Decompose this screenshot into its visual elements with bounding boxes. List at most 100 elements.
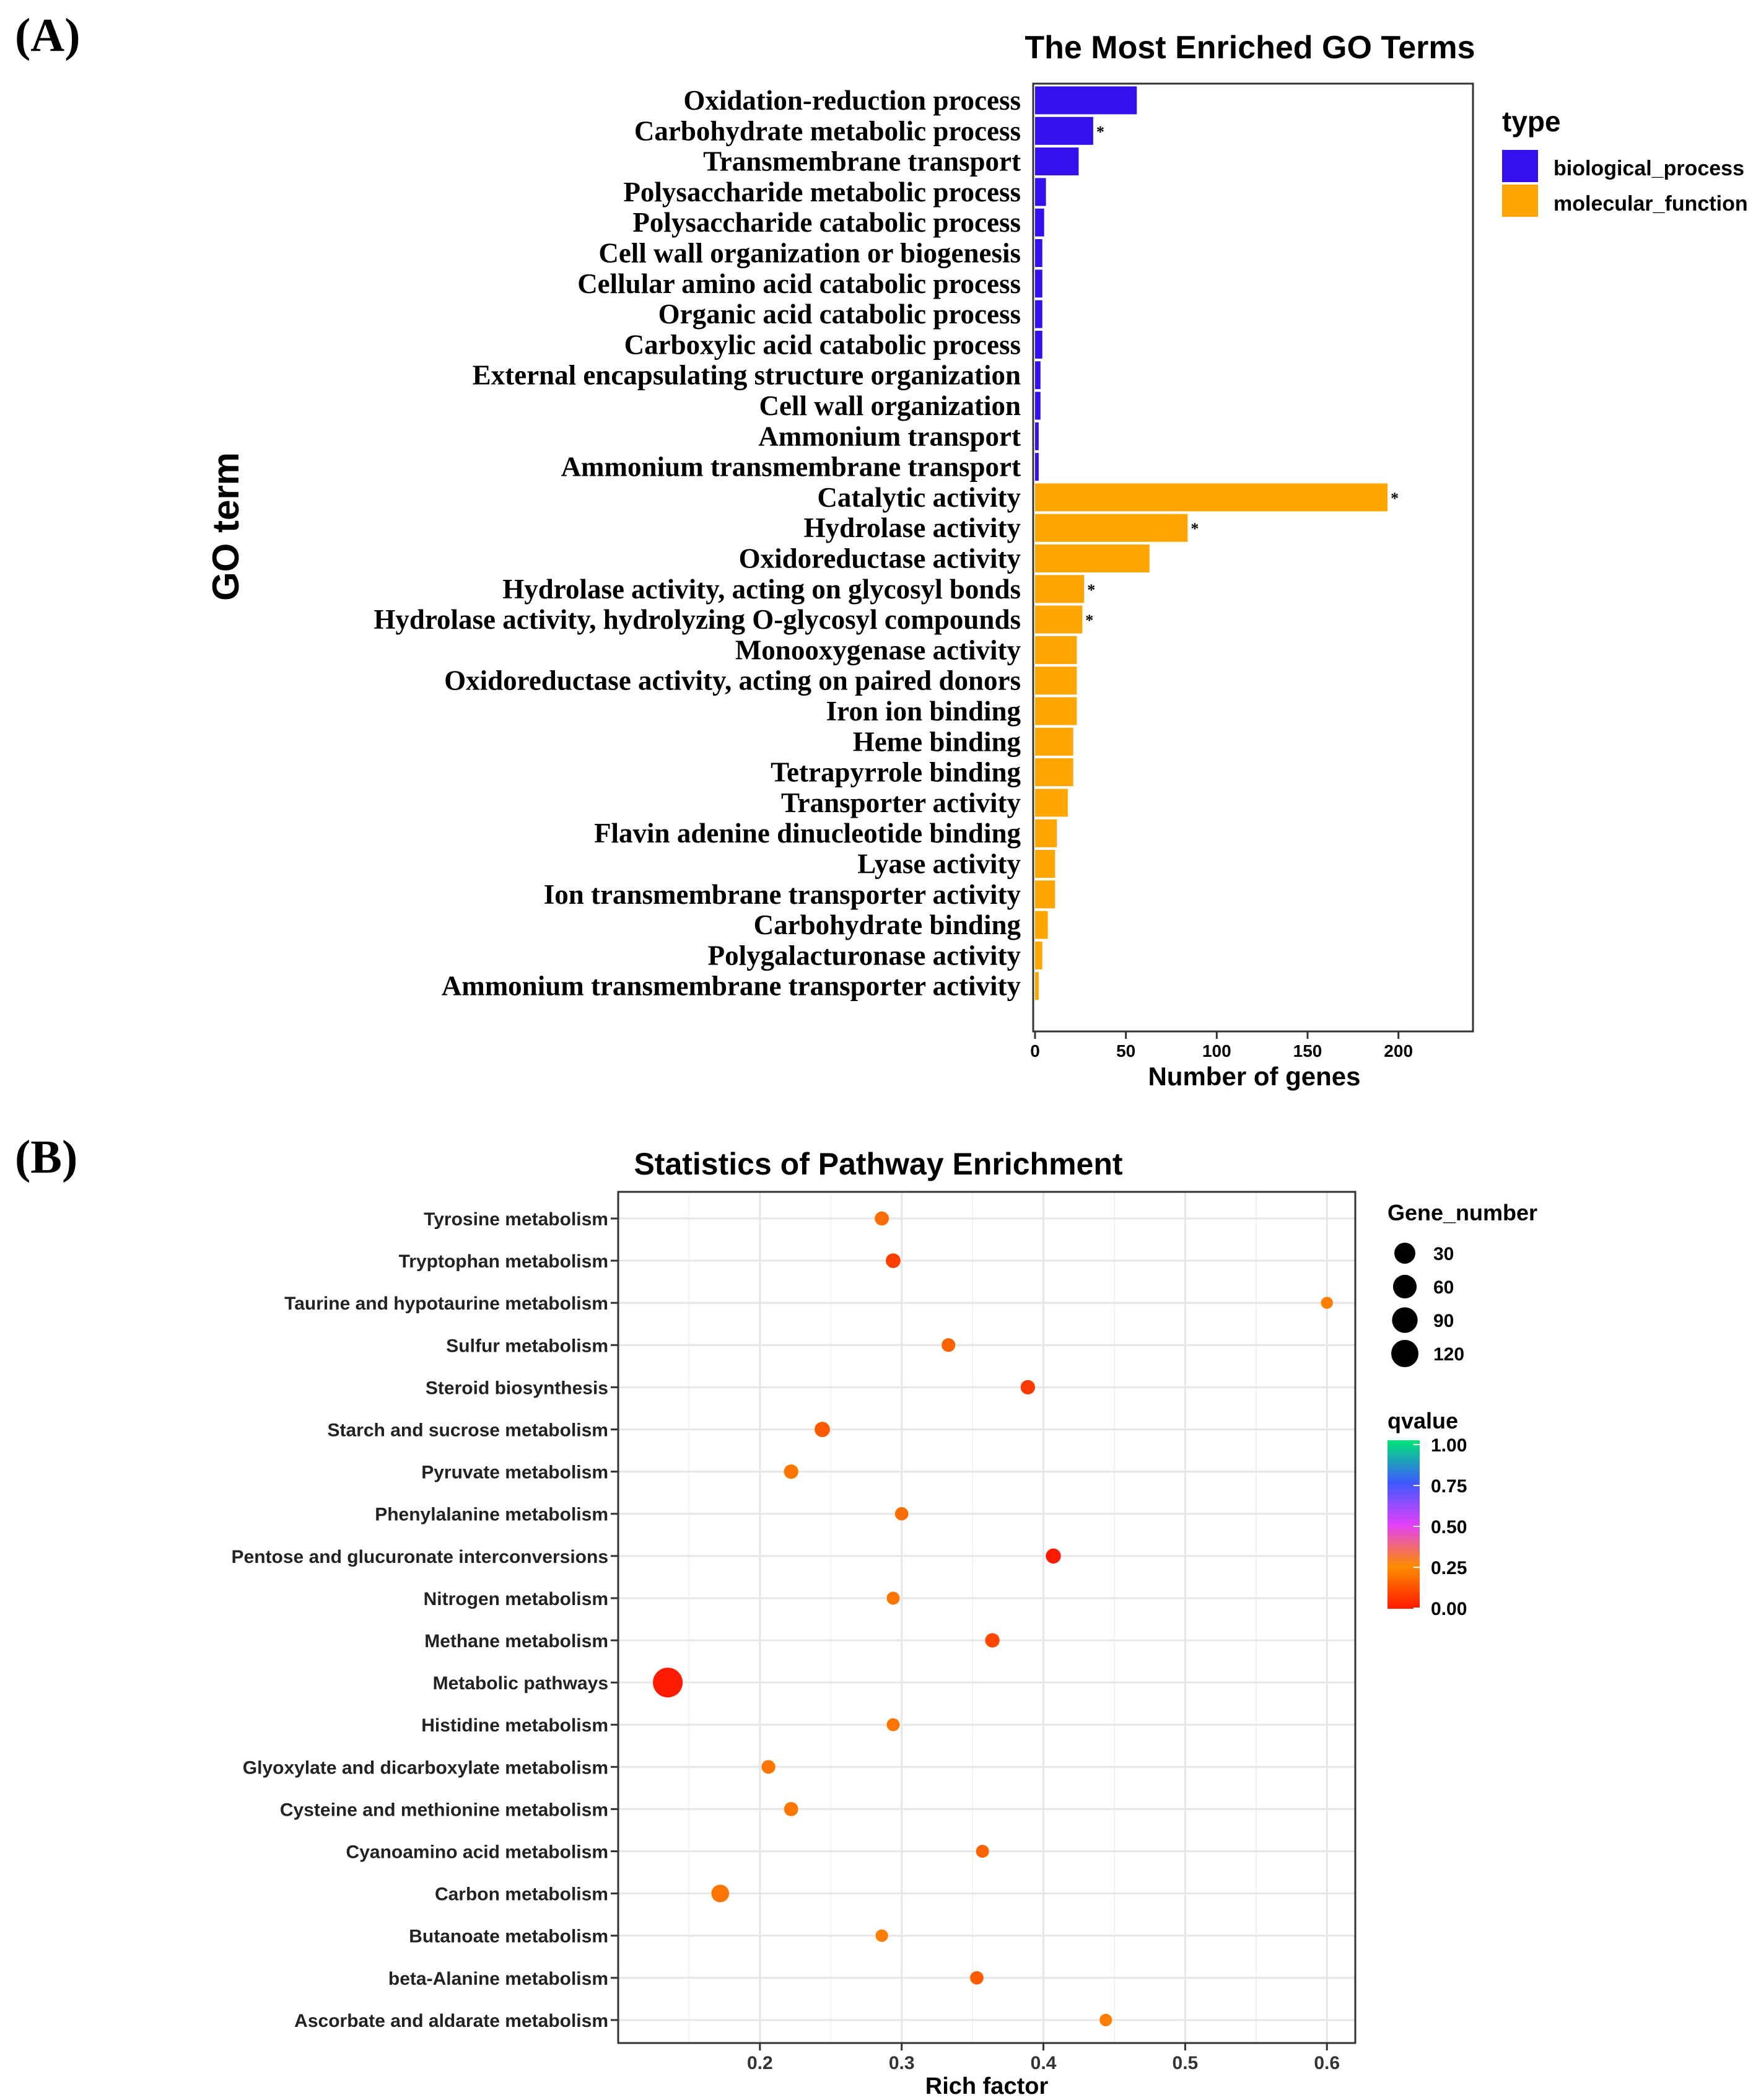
go-legend: type biological_process molecular_functi…: [1502, 105, 1748, 217]
pathway-label: Nitrogen metabolism: [424, 1589, 608, 1609]
legend-label-molecular-function: molecular_function: [1553, 192, 1748, 216]
go-term-label: Heme binding: [853, 726, 1021, 757]
bar-cell-wall-organization: [1035, 392, 1041, 420]
pathway-x-tick-label: 0.5: [1173, 2053, 1199, 2073]
bar-monooxygenase-activity: [1035, 636, 1077, 664]
go-term-label: Ammonium transmembrane transporter activ…: [442, 971, 1021, 1002]
legend-label-biological-process: biological_process: [1553, 157, 1744, 180]
qvalue-legend: qvalue 1.00 0.75 0.50 0.25 0.00: [1387, 1408, 1467, 1619]
pathway-label: Phenylalanine metabolism: [375, 1505, 608, 1525]
dot-metabolic-pathways: [653, 1668, 683, 1698]
pathway-x-tick-label: 0.4: [1031, 2053, 1057, 2073]
pathway-label: Steroid biosynthesis: [426, 1378, 608, 1398]
go-term-label: Monooxygenase activity: [735, 634, 1021, 665]
go-term-label: Carbohydrate binding: [754, 909, 1021, 940]
dot-butanoate-metabolism: [875, 1929, 888, 1942]
legend-swatch-molecular-function: [1502, 185, 1538, 217]
panel-a-label: (A): [15, 9, 81, 61]
bar-hydrolase-activity: [1035, 514, 1188, 542]
bar-polygalacturonase-activity: [1035, 941, 1042, 969]
pathway-x-tick-label: 0.6: [1314, 2053, 1340, 2073]
colorbar-tick-label: 0.50: [1431, 1517, 1467, 1538]
dot-tryptophan-metabolism: [886, 1253, 901, 1269]
dot-beta-alanine-metabolism: [970, 1971, 984, 1985]
colorbar-tick-label: 1.00: [1431, 1435, 1467, 1456]
go-x-tick-label: 0: [1030, 1041, 1040, 1061]
pathway-label: Tyrosine metabolism: [424, 1209, 608, 1230]
dot-taurine-and-hypotaurine-metabolism: [1321, 1297, 1333, 1309]
go-x-tick-label: 150: [1293, 1041, 1322, 1061]
bar-lyase-activity: [1035, 850, 1055, 878]
gene-number-legend-title: Gene_number: [1387, 1200, 1537, 1225]
dot-pentose-and-glucuronate-interconversions: [1046, 1548, 1061, 1564]
dot-starch-and-sucrose-metabolism: [815, 1422, 830, 1437]
pathway-label: Metabolic pathways: [433, 1673, 608, 1694]
go-term-label: Lyase activity: [857, 849, 1021, 880]
bar-hydrolase-activity-acting-on-glycosyl-bonds: [1035, 575, 1085, 603]
pathway-plot-background: [618, 1192, 1355, 2043]
go-term-label: Organic acid catabolic process: [658, 299, 1021, 330]
go-term-label: Cell wall organization or biogenesis: [598, 238, 1021, 269]
bar-oxidoreductase-activity: [1035, 545, 1150, 572]
go-term-label: Transporter activity: [781, 787, 1021, 818]
size-legend-dot: [1392, 1274, 1417, 1299]
go-chart-title: The Most Enriched GO Terms: [1025, 30, 1475, 66]
go-y-axis-label: GO term: [205, 452, 247, 601]
bar-transmembrane-transport: [1035, 147, 1079, 176]
go-term-label: Ion transmembrane transporter activity: [544, 879, 1021, 910]
go-term-label: Hydrolase activity, acting on glycosyl b…: [502, 574, 1021, 605]
bar-flavin-adenine-dinucleotide-binding: [1035, 819, 1057, 847]
pathway-label: Cysteine and methionine metabolism: [280, 1800, 608, 1820]
dot-phenylalanine-metabolism: [894, 1507, 909, 1521]
bar-transporter-activity: [1035, 789, 1068, 817]
bar-ammonium-transport: [1035, 422, 1039, 450]
bar-ion-transmembrane-transporter-activity: [1035, 880, 1055, 909]
dot-methane-metabolism: [985, 1633, 1000, 1648]
dot-sulfur-metabolism: [942, 1338, 956, 1352]
dot-carbon-metabolism: [711, 1884, 730, 1902]
dot-nitrogen-metabolism: [886, 1591, 900, 1605]
go-term-label: Ammonium transport: [758, 421, 1021, 452]
go-term-label: Oxidoreductase activity: [739, 543, 1021, 574]
bar-iron-ion-binding: [1035, 697, 1077, 725]
pathway-label: Carbon metabolism: [435, 1884, 608, 1905]
go-term-label: Carboxylic acid catabolic process: [624, 329, 1021, 360]
dot-cysteine-and-methionine-metabolism: [784, 1802, 798, 1816]
pathway-plot-frame: [617, 1191, 1357, 2044]
bar-heme-binding: [1035, 727, 1073, 756]
pathway-label: Glyoxylate and dicarboxylate metabolism: [243, 1757, 608, 1778]
pathway-chart-title: Statistics of Pathway Enrichment: [634, 1147, 1122, 1181]
pathway-x-axis-label: Rich factor: [925, 2073, 1049, 2099]
go-enrichment-bar-chart: The Most Enriched GO Terms GO term Numbe…: [205, 30, 1748, 1091]
go-term-label: Cellular amino acid catabolic process: [577, 268, 1021, 299]
bar-external-encapsulating-structure-organization: [1035, 361, 1041, 390]
dot-pyruvate-metabolism: [784, 1464, 798, 1479]
bar-organic-acid-catabolic-process: [1035, 300, 1042, 328]
pathway-label: Ascorbate and aldarate metabolism: [294, 2011, 608, 2031]
go-term-label: Hydrolase activity: [804, 512, 1021, 543]
bar-cellular-amino-acid-catabolic-process: [1035, 269, 1042, 298]
dot-tyrosine-metabolism: [875, 1211, 889, 1226]
qvalue-colorbar: [1387, 1440, 1420, 1609]
bar-carbohydrate-binding: [1035, 911, 1048, 939]
bar-tetrapyrrole-binding: [1035, 758, 1073, 787]
pathway-label: Histidine metabolism: [421, 1715, 608, 1736]
significance-marker: *: [1085, 611, 1093, 629]
go-legend-title: type: [1502, 105, 1561, 138]
colorbar-tick-label: 0.75: [1431, 1476, 1467, 1497]
go-term-label: Polysaccharide metabolic process: [623, 177, 1021, 208]
go-term-label: Catalytic activity: [817, 482, 1021, 513]
pathway-label: beta-Alanine metabolism: [388, 1969, 608, 1989]
go-term-label: Oxidation-reduction process: [683, 85, 1021, 116]
go-term-label: Hydrolase activity, hydrolyzing O-glycos…: [374, 604, 1021, 635]
size-legend-label: 90: [1433, 1311, 1454, 1331]
bar-carbohydrate-metabolic-process: [1035, 116, 1093, 145]
go-term-label: Transmembrane transport: [703, 146, 1021, 177]
bar-catalytic-activity: [1035, 483, 1388, 512]
pathway-label: Sulfur metabolism: [446, 1336, 608, 1356]
go-term-label: Carbohydrate metabolic process: [634, 115, 1021, 146]
bar-carboxylic-acid-catabolic-process: [1035, 330, 1042, 359]
go-x-axis-label: Number of genes: [1148, 1062, 1360, 1091]
go-x-tick-label: 200: [1384, 1041, 1413, 1061]
